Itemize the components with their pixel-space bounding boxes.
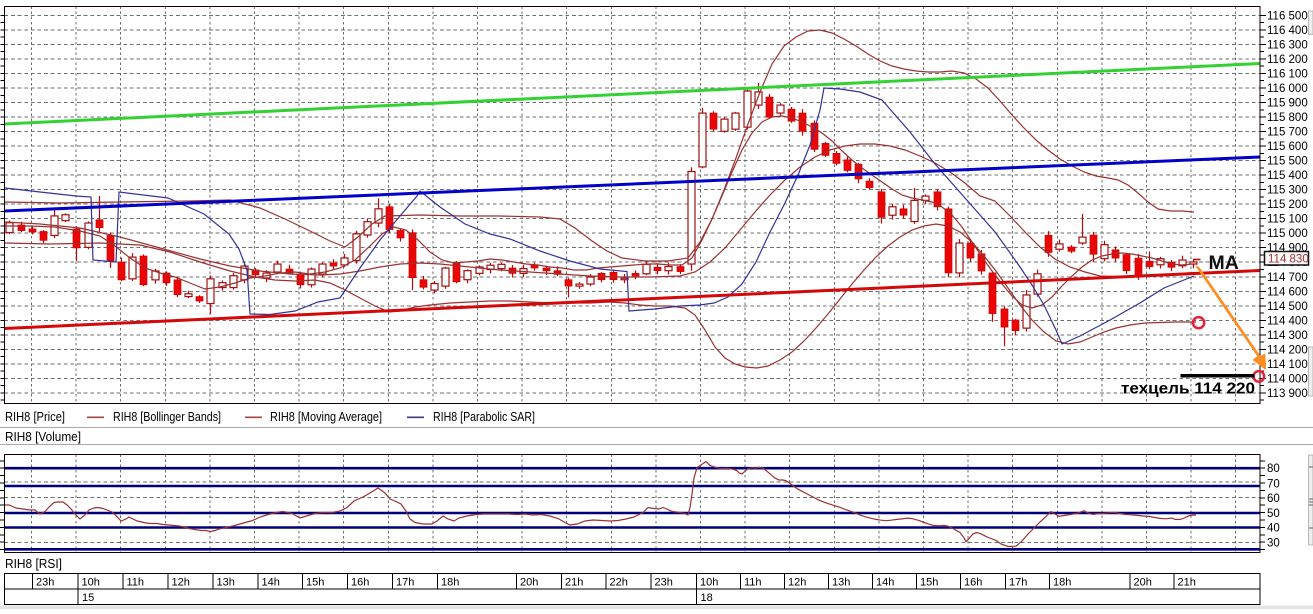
svg-text:MA: MA: [1209, 252, 1239, 274]
svg-text:114 700: 114 700: [1267, 272, 1308, 284]
svg-text:22h: 22h: [610, 577, 628, 589]
svg-text:50: 50: [1267, 508, 1280, 520]
svg-text:14h: 14h: [876, 577, 894, 589]
svg-text:116 200: 116 200: [1267, 54, 1308, 66]
svg-text:114 300: 114 300: [1267, 330, 1308, 342]
svg-text:116 000: 116 000: [1267, 83, 1308, 95]
svg-text:20h: 20h: [1134, 577, 1152, 589]
svg-text:115 300: 115 300: [1267, 185, 1308, 197]
svg-text:18h: 18h: [1053, 577, 1071, 589]
svg-text:20h: 20h: [520, 577, 538, 589]
svg-text:115 500: 115 500: [1267, 156, 1308, 168]
svg-text:RIH8 [Bollinger Bands]: RIH8 [Bollinger Bands]: [113, 409, 221, 424]
svg-text:18: 18: [701, 592, 713, 604]
svg-text:60: 60: [1267, 493, 1280, 505]
svg-text:115 100: 115 100: [1267, 214, 1308, 226]
svg-text:115 400: 115 400: [1267, 170, 1308, 182]
svg-text:114 400: 114 400: [1267, 315, 1308, 327]
svg-text:21h: 21h: [565, 577, 583, 589]
svg-text:RIH8 [Parabolic SAR]: RIH8 [Parabolic SAR]: [433, 409, 535, 424]
svg-text:116 100: 116 100: [1267, 68, 1308, 80]
svg-text:116 500: 116 500: [1267, 10, 1308, 22]
svg-text:15h: 15h: [306, 577, 324, 589]
svg-text:114 100: 114 100: [1267, 359, 1308, 371]
svg-text:16h: 16h: [964, 577, 982, 589]
svg-text:13h: 13h: [217, 577, 235, 589]
svg-text:18h: 18h: [441, 577, 459, 589]
svg-text:17h: 17h: [396, 577, 414, 589]
svg-text:70: 70: [1267, 479, 1280, 491]
svg-text:115 700: 115 700: [1267, 127, 1308, 139]
svg-text:10h: 10h: [700, 577, 718, 589]
svg-text:114 600: 114 600: [1267, 286, 1308, 298]
svg-text:12h: 12h: [788, 577, 806, 589]
svg-text:115 000: 115 000: [1267, 228, 1308, 240]
svg-text:11h: 11h: [127, 577, 145, 589]
svg-text:15h: 15h: [920, 577, 938, 589]
svg-text:17h: 17h: [1009, 577, 1027, 589]
svg-text:11h: 11h: [744, 577, 762, 589]
svg-text:115 900: 115 900: [1267, 98, 1308, 110]
svg-text:21h: 21h: [1178, 577, 1196, 589]
svg-text:114 500: 114 500: [1267, 301, 1308, 313]
svg-text:115 800: 115 800: [1267, 112, 1308, 124]
svg-text:114 000: 114 000: [1267, 373, 1308, 385]
svg-text:RIH8 [Moving Average]: RIH8 [Moving Average]: [270, 409, 382, 424]
svg-text:114 830: 114 830: [1268, 254, 1309, 266]
svg-text:14h: 14h: [262, 577, 280, 589]
svg-text:техцель 114 220: техцель 114 220: [1121, 381, 1255, 398]
svg-text:15: 15: [82, 592, 94, 604]
svg-text:116 300: 116 300: [1267, 39, 1308, 51]
svg-text:115 200: 115 200: [1267, 199, 1308, 211]
svg-text:10h: 10h: [82, 577, 100, 589]
svg-text:115 600: 115 600: [1267, 141, 1308, 153]
svg-text:RIH8 [Volume]: RIH8 [Volume]: [5, 429, 81, 444]
svg-text:RIH8 [Price]: RIH8 [Price]: [5, 409, 65, 424]
svg-text:116 400: 116 400: [1267, 25, 1308, 37]
svg-text:114 200: 114 200: [1267, 344, 1308, 356]
svg-text:23h: 23h: [36, 577, 54, 589]
svg-text:23h: 23h: [655, 577, 673, 589]
svg-text:RIH8 [RSI]: RIH8 [RSI]: [5, 556, 62, 571]
svg-text:40: 40: [1267, 523, 1280, 535]
svg-text:80: 80: [1267, 463, 1280, 475]
svg-text:30: 30: [1267, 537, 1280, 549]
svg-text:16h: 16h: [351, 577, 369, 589]
svg-text:12h: 12h: [172, 577, 190, 589]
svg-text:13h: 13h: [832, 577, 850, 589]
svg-text:113 900: 113 900: [1267, 388, 1308, 400]
